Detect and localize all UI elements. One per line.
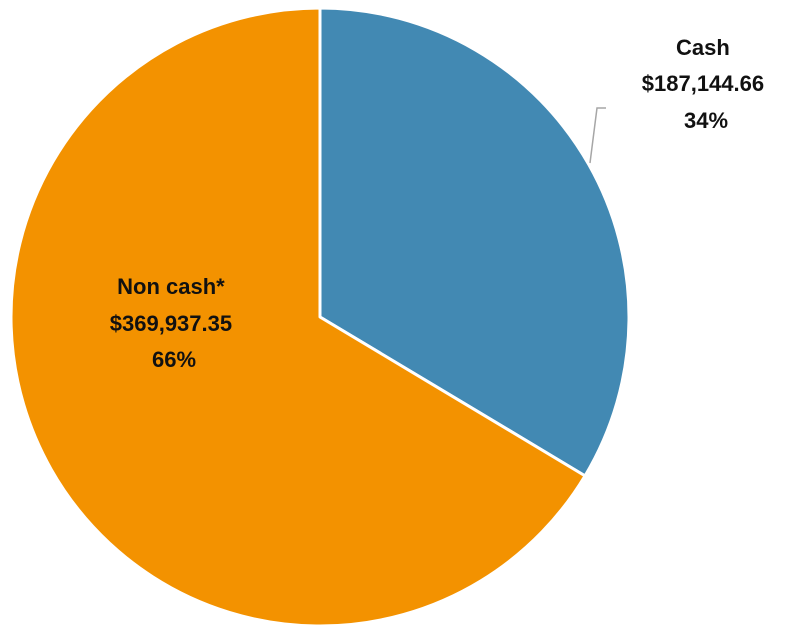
pie-data-labels: Cash $187,144.66 34% Non cash* $369,937.… [110,35,770,372]
slice-name-non-cash: Non cash* [117,274,225,299]
pie-slices [9,6,631,626]
slice-value-non-cash: $369,937.35 [110,311,232,336]
slice-percent-non-cash: 66% [152,347,196,372]
slice-value-cash: $187,144.66 [642,71,764,96]
leader-line-cash [589,107,606,164]
data-label-cash: Cash $187,144.66 34% [642,35,770,133]
pie-slice-non-cash [9,6,587,626]
pie-slice-cash [318,6,631,478]
data-label-non-cash: Non cash* $369,937.35 66% [110,274,238,372]
slice-percent-cash: 34% [684,108,728,133]
slice-name-cash: Cash [676,35,730,60]
